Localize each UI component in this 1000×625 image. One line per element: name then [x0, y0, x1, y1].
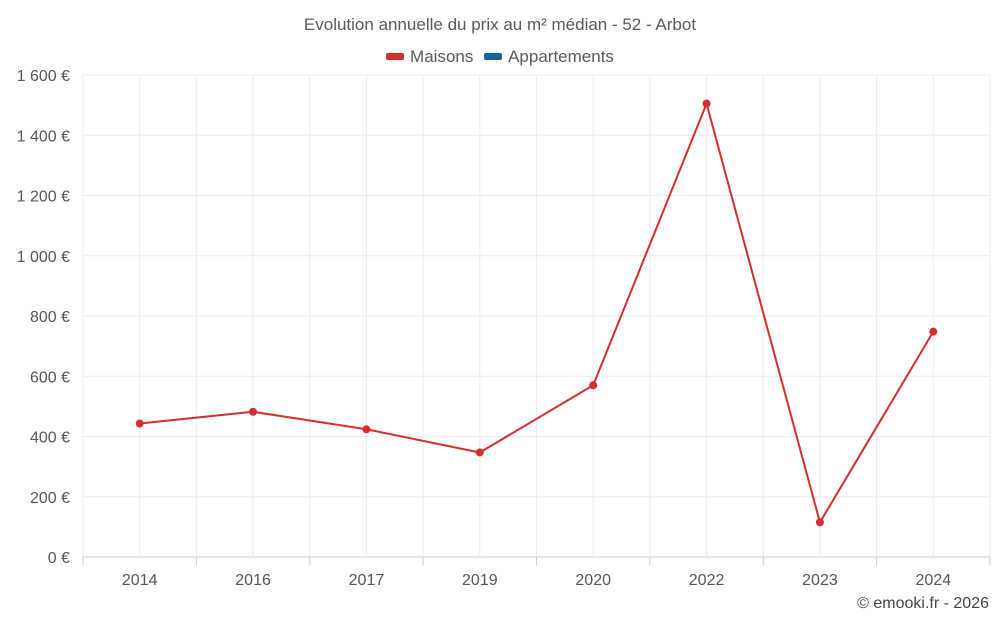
x-tick-label: 2022 — [689, 572, 725, 589]
legend-label-maisons: Maisons — [410, 46, 474, 66]
series-line-maisons — [139, 102, 935, 524]
y-tick-label: 0 € — [48, 550, 70, 567]
x-tick-label: 2019 — [462, 572, 498, 589]
data-point-maisons[interactable] — [249, 407, 258, 416]
x-tick-label: 2017 — [349, 572, 385, 589]
data-point-maisons[interactable] — [929, 327, 938, 336]
legend-item-appartements[interactable]: Appartements — [484, 47, 614, 67]
y-tick-label: 800 € — [30, 309, 70, 326]
x-tick-label: 2016 — [235, 572, 271, 589]
y-tick-label: 1 000 € — [17, 249, 70, 266]
legend-swatch-appartements — [484, 53, 503, 60]
credit-text: © emooki.fr - 2026 — [857, 595, 989, 612]
legend-item-maisons[interactable]: Maisons — [386, 47, 473, 67]
y-tick-label: 1 400 € — [17, 128, 70, 145]
x-tick-label: 2024 — [916, 572, 952, 589]
data-point-maisons[interactable] — [475, 448, 484, 457]
data-point-maisons[interactable] — [702, 99, 711, 108]
data-point-maisons[interactable] — [135, 419, 144, 428]
chart-title: Evolution annuelle du prix au m² médian … — [303, 15, 697, 34]
y-tick-label: 600 € — [30, 369, 70, 386]
y-tick-label: 200 € — [30, 490, 70, 507]
legend-label-appartements: Appartements — [508, 46, 614, 66]
data-point-maisons[interactable] — [815, 518, 824, 527]
legend-swatch-maisons — [386, 53, 405, 60]
x-tick-label: 2023 — [802, 572, 838, 589]
legend: Maisons Appartements — [0, 45, 1000, 67]
x-tick-label: 2014 — [122, 572, 158, 589]
x-tick-label: 2020 — [575, 572, 611, 589]
data-point-maisons[interactable] — [589, 381, 598, 390]
y-tick-label: 400 € — [30, 430, 70, 447]
y-tick-label: 1 600 € — [17, 68, 70, 85]
data-point-maisons[interactable] — [362, 425, 371, 434]
y-tick-label: 1 200 € — [17, 189, 70, 206]
